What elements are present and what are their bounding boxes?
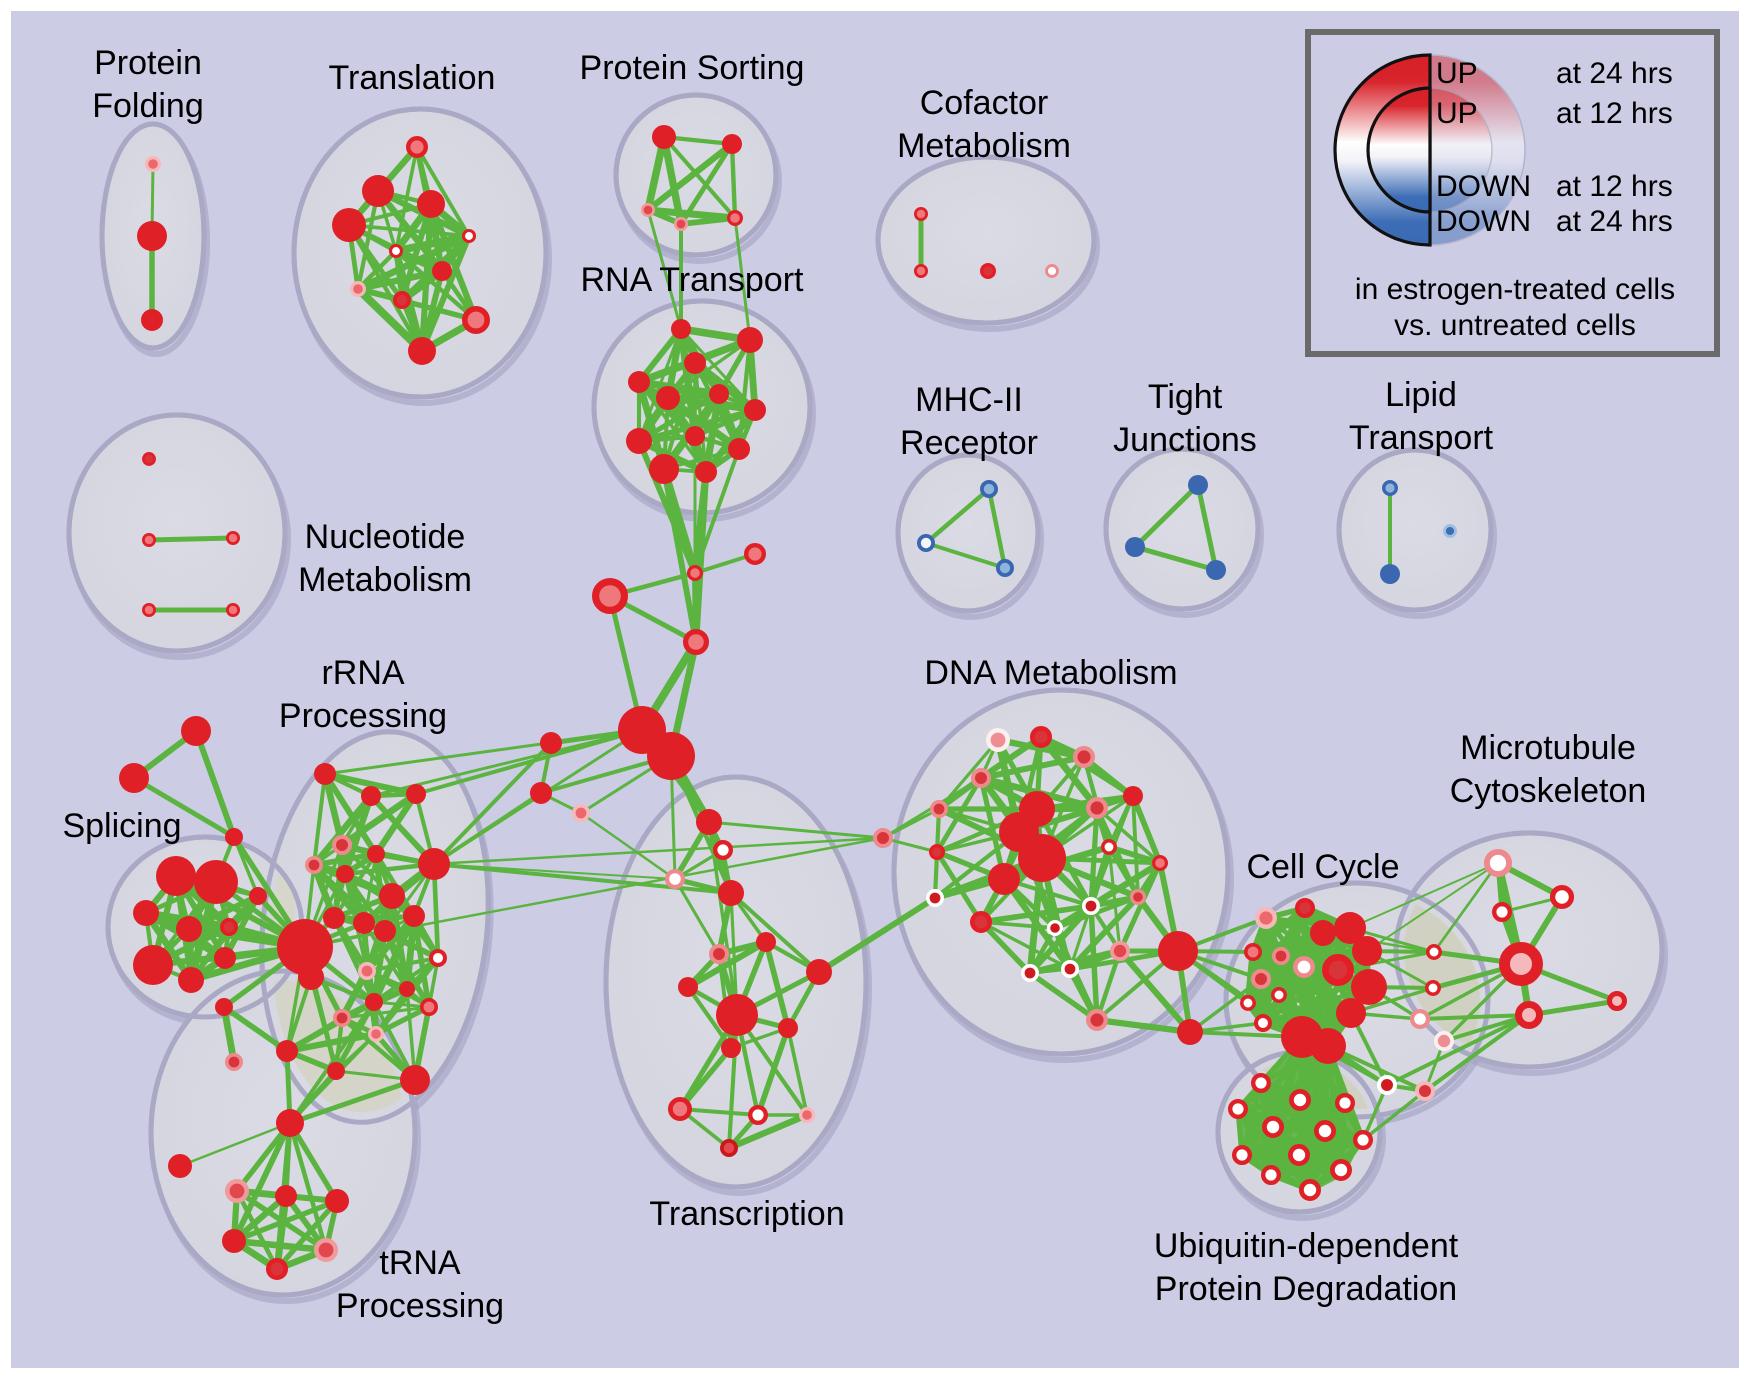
svg-text:Protein Degradation: Protein Degradation bbox=[1155, 1270, 1457, 1308]
svg-text:Junctions: Junctions bbox=[1113, 421, 1257, 459]
svg-text:RNA Transport: RNA Transport bbox=[581, 261, 805, 299]
svg-text:Nucleotide: Nucleotide bbox=[305, 518, 466, 556]
svg-text:vs. untreated cells: vs. untreated cells bbox=[1394, 309, 1636, 342]
svg-text:DOWN: DOWN bbox=[1436, 170, 1531, 203]
svg-text:Translation: Translation bbox=[329, 59, 496, 97]
svg-text:Processing: Processing bbox=[279, 697, 447, 735]
svg-text:Splicing: Splicing bbox=[62, 807, 181, 845]
svg-text:Cell Cycle: Cell Cycle bbox=[1246, 848, 1399, 886]
svg-text:DOWN: DOWN bbox=[1436, 205, 1531, 238]
svg-text:Lipid: Lipid bbox=[1385, 376, 1457, 414]
svg-text:at 12 hrs: at 12 hrs bbox=[1556, 97, 1673, 130]
svg-text:Transport: Transport bbox=[1349, 419, 1494, 457]
svg-text:DNA Metabolism: DNA Metabolism bbox=[924, 654, 1177, 692]
svg-text:Receptor: Receptor bbox=[900, 424, 1038, 462]
svg-text:Cofactor: Cofactor bbox=[920, 84, 1049, 122]
svg-text:Metabolism: Metabolism bbox=[897, 127, 1071, 165]
svg-text:Ubiquitin-dependent: Ubiquitin-dependent bbox=[1154, 1227, 1459, 1265]
svg-text:at 12 hrs: at 12 hrs bbox=[1556, 170, 1673, 203]
svg-text:at 24 hrs: at 24 hrs bbox=[1556, 57, 1673, 90]
svg-text:UP: UP bbox=[1436, 97, 1478, 130]
svg-text:Protein: Protein bbox=[94, 44, 202, 82]
svg-text:Microtubule: Microtubule bbox=[1460, 729, 1636, 767]
svg-text:Cytoskeleton: Cytoskeleton bbox=[1450, 772, 1647, 810]
svg-text:Protein Sorting: Protein Sorting bbox=[580, 49, 805, 87]
svg-text:UP: UP bbox=[1436, 57, 1478, 90]
svg-text:Folding: Folding bbox=[92, 87, 204, 125]
svg-text:Transcription: Transcription bbox=[649, 1195, 844, 1233]
svg-text:MHC-II: MHC-II bbox=[915, 381, 1023, 419]
svg-text:Metabolism: Metabolism bbox=[298, 561, 472, 599]
svg-text:rRNA: rRNA bbox=[321, 654, 404, 692]
svg-text:tRNA: tRNA bbox=[379, 1244, 461, 1282]
svg-text:Tight: Tight bbox=[1148, 378, 1223, 416]
svg-text:at 24 hrs: at 24 hrs bbox=[1556, 205, 1673, 238]
svg-text:Processing: Processing bbox=[336, 1287, 504, 1325]
svg-text:in estrogen-treated cells: in estrogen-treated cells bbox=[1355, 273, 1675, 306]
